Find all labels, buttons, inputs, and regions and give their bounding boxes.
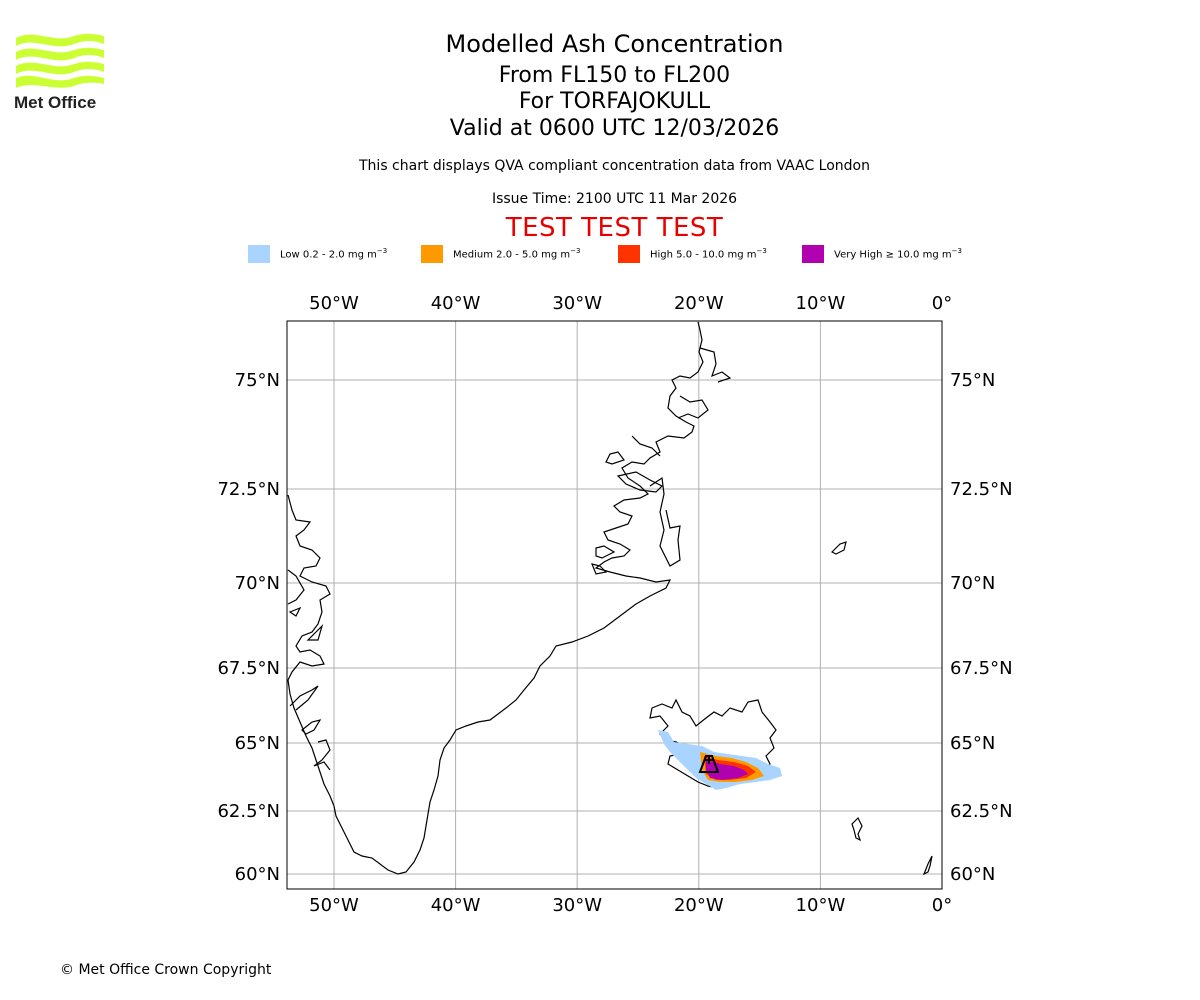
volcano-name: For TORFAJOKULL: [518, 89, 711, 114]
logo-wordmark: Met Office: [14, 93, 96, 112]
met-office-logo: Met Office: [14, 30, 106, 112]
lat-tick-label-left: 60°N: [235, 864, 280, 885]
lon-tick-label-bottom: 50°W: [309, 895, 359, 916]
lat-tick-label-left: 65°N: [235, 733, 280, 754]
coastline-iceland: [649, 698, 777, 789]
lon-tick-label-bottom: 20°W: [674, 895, 724, 916]
met-office-logo-graphic: Met Office: [14, 33, 104, 112]
lat-tick-label-right: 60°N: [950, 864, 995, 885]
test-banner: TEST TEST TEST: [505, 213, 724, 243]
lat-tick-label-right: 65°N: [950, 733, 995, 754]
lon-tick-label-bottom: 30°W: [552, 895, 602, 916]
lon-tick-label-top: 0°: [932, 293, 952, 314]
chart-description: This chart displays QVA compliant concen…: [359, 158, 870, 174]
lat-tick-label-right: 75°N: [950, 370, 995, 391]
legend-label-high: High 5.0 - 10.0 mg m−3: [650, 247, 767, 261]
legend-label-medium: Medium 2.0 - 5.0 mg m−3: [453, 247, 581, 261]
lat-tick-label-left: 75°N: [235, 370, 280, 391]
lat-tick-label-left: 67.5°N: [217, 658, 280, 679]
legend-label-low: Low 0.2 - 2.0 mg m−3: [280, 247, 388, 261]
lat-tick-label-right: 67.5°N: [950, 658, 1013, 679]
lat-tick-label-left: 72.5°N: [217, 479, 280, 500]
lon-tick-label-bottom: 40°W: [431, 895, 481, 916]
legend-swatch-high: [618, 245, 640, 263]
chart-title: Modelled Ash Concentration: [445, 30, 784, 58]
valid-time: Valid at 0600 UTC 12/03/2026: [449, 116, 780, 141]
legend-item-low: Low 0.2 - 2.0 mg m−3: [248, 244, 387, 264]
volcano-marker: [698, 755, 720, 773]
legend-item-high: High 5.0 - 10.0 mg m−3: [618, 244, 767, 264]
copyright-notice: © Met Office Crown Copyright: [60, 962, 272, 978]
issue-time: Issue Time: 2100 UTC 11 Mar 2026: [491, 191, 738, 207]
lon-tick-label-top: 40°W: [431, 293, 481, 314]
lat-tick-label-right: 62.5°N: [950, 801, 1013, 822]
map-gridlines: [287, 321, 942, 889]
legend-swatch-medium: [421, 245, 443, 263]
lat-tick-label-left: 62.5°N: [217, 801, 280, 822]
legend-swatch-very-high: [802, 245, 824, 263]
lat-tick-label-right: 72.5°N: [950, 479, 1013, 500]
ash-very-high-region: [706, 760, 748, 780]
lon-tick-label-top: 50°W: [309, 293, 359, 314]
lon-tick-label-bottom: 0°: [932, 895, 952, 916]
coastline-small-islands: [830, 541, 933, 876]
lon-tick-label-bottom: 10°W: [796, 895, 846, 916]
lon-tick-label-top: 30°W: [552, 293, 602, 314]
lon-tick-label-top: 10°W: [796, 293, 846, 314]
map-tick-labels: 50°W 50°W 40°W 40°W 30°W 30°W 20°W 20°W 10°W 10°W…: [217, 293, 1012, 916]
legend-item-very-high: Very High ≥ 10.0 mg m−3: [802, 244, 962, 264]
lat-tick-label-right: 70°N: [950, 573, 995, 594]
legend-label-very-high: Very High ≥ 10.0 mg m−3: [834, 247, 962, 261]
lat-tick-label-left: 70°N: [235, 573, 280, 594]
lon-tick-label-top: 20°W: [674, 293, 724, 314]
flight-level-range: From FL150 to FL200: [498, 63, 731, 88]
legend-item-medium: Medium 2.0 - 5.0 mg m−3: [421, 244, 580, 264]
coastline-greenland: [287, 321, 732, 875]
map-frame: [286, 320, 943, 890]
legend-swatch-low: [248, 245, 270, 263]
ash-plume: [658, 730, 782, 790]
